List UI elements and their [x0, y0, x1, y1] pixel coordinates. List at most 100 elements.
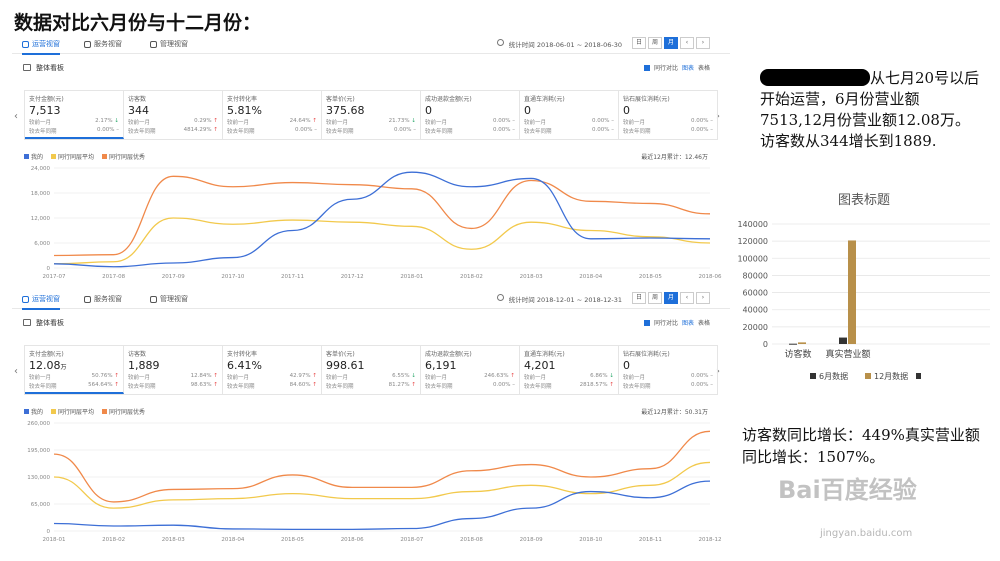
x-tick-label: 2018-02: [102, 537, 125, 543]
metric-label: 直通车消耗(元): [524, 351, 565, 358]
recent-total: 最近12月累计：12.46万: [641, 154, 708, 161]
tab-service[interactable]: 服务视窗: [84, 294, 122, 304]
metric-label: 支付转化率: [227, 351, 258, 358]
x-tick-label: 2018-01: [400, 274, 423, 280]
metrics-prev-icon[interactable]: ‹: [14, 366, 18, 377]
compare-percent: 0.00%: [691, 127, 709, 133]
tab-service[interactable]: 服务视窗: [84, 39, 122, 49]
metric-number: 375.68: [326, 104, 365, 117]
metrics-next-icon[interactable]: ›: [716, 111, 720, 122]
next-period-icon[interactable]: ›: [696, 292, 710, 304]
metric-card[interactable]: 支付金额(元) 12.08万 较前一月 50.76% ↑ 较去年同期 564.64% ↑: [25, 346, 124, 394]
compare-percent: 0.00%: [394, 127, 412, 133]
metric-label: 访客数: [128, 96, 147, 103]
period-button[interactable]: 月: [664, 292, 678, 304]
y-tick-label: 100000: [737, 254, 768, 263]
metric-label: 成功退款金额(元): [425, 96, 472, 103]
tab-icon: [84, 295, 91, 303]
next-period-icon[interactable]: ›: [696, 37, 710, 49]
metric-card[interactable]: 支付转化率 6.41% 较前一月 42.97% ↑ 较去年同期 84.60% ↑: [223, 346, 322, 394]
compare-value: 81.27% ↑: [389, 382, 416, 390]
tab-operations[interactable]: 运营视窗: [22, 294, 60, 310]
prev-period-icon[interactable]: ‹: [680, 37, 694, 49]
series-line-avg: [53, 217, 711, 265]
tab-icon: [22, 295, 29, 303]
series-line-excellent: [53, 175, 711, 257]
chart-legend: 我的 同行同层平均 同行同层优秀: [24, 407, 145, 416]
metric-number: 5.81%: [227, 104, 262, 117]
legend-item[interactable]: 我的: [24, 407, 43, 416]
metric-card[interactable]: 访客数 344 较前一月 0.29% ↑ 较去年同期 4814.29% ↑: [124, 91, 223, 139]
arrow-down-icon: ↓: [409, 373, 416, 379]
metric-card[interactable]: 直通车消耗(元) 4,201 较前一月 6.86% ↓ 较去年同期 2818.57% ↑: [520, 346, 619, 394]
compare-value: 0.00% –: [493, 127, 515, 135]
chart-view-toggle[interactable]: 图表: [681, 65, 694, 72]
arrow-up-icon: ↑: [607, 382, 614, 388]
prev-period-icon[interactable]: ‹: [680, 292, 694, 304]
period-button[interactable]: 日: [632, 292, 646, 304]
metric-compare-row: 较前一月 24.64% ↑: [227, 118, 317, 126]
compare-label: 较去年同期: [425, 384, 453, 390]
compare-percent: 2.17%: [95, 118, 113, 124]
legend-swatch: [102, 154, 108, 159]
legend-item[interactable]: 同行同层平均: [51, 407, 94, 416]
metric-card[interactable]: 支付转化率 5.81% 较前一月 24.64% ↑ 较去年同期 0.00% –: [223, 91, 322, 139]
metric-card[interactable]: 访客数 1,889 较前一月 12.84% ↑ 较去年同期 98.63% ↑: [124, 346, 223, 394]
legend-item[interactable]: 同行同层平均: [51, 152, 94, 161]
period-selector: 日周月 ‹ ›: [632, 37, 710, 49]
tab-management[interactable]: 管理视窗: [150, 294, 188, 304]
checkbox-icon[interactable]: [643, 319, 650, 326]
legend-label: 同行同层优秀: [109, 154, 146, 161]
period-button[interactable]: 月: [664, 37, 678, 49]
metric-card[interactable]: 成功退款金额(元) 6,191 较前一月 246.63% ↑ 较去年同期 0.00% –: [421, 346, 520, 394]
period-button[interactable]: 日: [632, 37, 646, 49]
metric-card[interactable]: 钻石展位消耗(元) 0 较前一月 0.00% – 较去年同期 0.00% –: [619, 91, 717, 139]
metric-number: 0: [425, 104, 432, 117]
dash-icon: –: [609, 127, 614, 133]
table-view-toggle[interactable]: 表格: [697, 320, 710, 327]
peer-compare-toggle[interactable]: 同行对比: [653, 65, 678, 72]
compare-percent: 0.29%: [194, 118, 212, 124]
metric-compare-row: 较去年同期 0.00% –: [623, 127, 713, 135]
watermark-logo: Bai百度经验: [778, 476, 917, 504]
compare-value: 4814.29% ↑: [184, 127, 218, 135]
checkbox-icon[interactable]: [643, 64, 650, 71]
chart-view-toggle[interactable]: 图表: [681, 320, 694, 327]
table-view-toggle[interactable]: 表格: [697, 65, 710, 72]
metric-number: 0: [623, 104, 630, 117]
arrow-up-icon: ↑: [112, 382, 119, 388]
compare-percent: 12.84%: [190, 373, 212, 379]
compare-percent: 0.00%: [691, 118, 709, 124]
board-header: 整体看板 同行对比 图表 表格: [12, 315, 730, 333]
metric-card[interactable]: 直通车消耗(元) 0 较前一月 0.00% – 较去年同期 0.00% –: [520, 91, 619, 139]
metric-value: 375.68: [326, 104, 416, 117]
metric-card[interactable]: 钻石展位消耗(元) 0 较前一月 0.00% – 较去年同期 0.00% –: [619, 346, 717, 394]
legend-item[interactable]: 同行同层优秀: [102, 407, 145, 416]
legend-item[interactable]: 我的: [24, 152, 43, 161]
period-button[interactable]: 周: [648, 37, 662, 49]
metric-card[interactable]: 成功退款金额(元) 0 较前一月 0.00% – 较去年同期 0.00% –: [421, 91, 520, 139]
compare-percent: 0.00%: [493, 127, 511, 133]
tab-management[interactable]: 管理视窗: [150, 39, 188, 49]
metric-card[interactable]: 支付金额(元) 7,513 较前一月 2.17% ↓ 较去年同期 0.00% –: [25, 91, 124, 139]
metrics-prev-icon[interactable]: ‹: [14, 111, 18, 122]
x-tick-label: 2018-11: [639, 537, 662, 543]
legend-item[interactable]: 同行同层优秀: [102, 152, 145, 161]
tab-label: 运营视窗: [32, 295, 60, 303]
peer-compare-toggle[interactable]: 同行对比: [653, 320, 678, 327]
compare-value: 21.73% ↓: [389, 118, 416, 126]
arrow-up-icon: ↑: [211, 382, 218, 388]
compare-label: 较去年同期: [524, 384, 552, 390]
tab-operations[interactable]: 运营视窗: [22, 39, 60, 55]
arrow-up-icon: ↑: [211, 118, 218, 124]
metric-compare-row: 较前一月 0.00% –: [623, 373, 713, 381]
period-button[interactable]: 周: [648, 292, 662, 304]
x-tick-label: 2018-10: [579, 537, 602, 543]
metric-card[interactable]: 客单价(元) 998.61 较前一月 6.55% ↓ 较去年同期 81.27% ↑: [322, 346, 421, 394]
metrics-next-icon[interactable]: ›: [716, 366, 720, 377]
metric-card[interactable]: 客单价(元) 375.68 较前一月 21.73% ↓ 较去年同期 0.00% –: [322, 91, 421, 139]
compare-value: 98.63% ↑: [191, 382, 218, 390]
compare-percent: 0.00%: [97, 127, 115, 133]
metric-label: 钻石展位消耗(元): [623, 96, 670, 103]
compare-percent: 0.00%: [691, 373, 709, 379]
